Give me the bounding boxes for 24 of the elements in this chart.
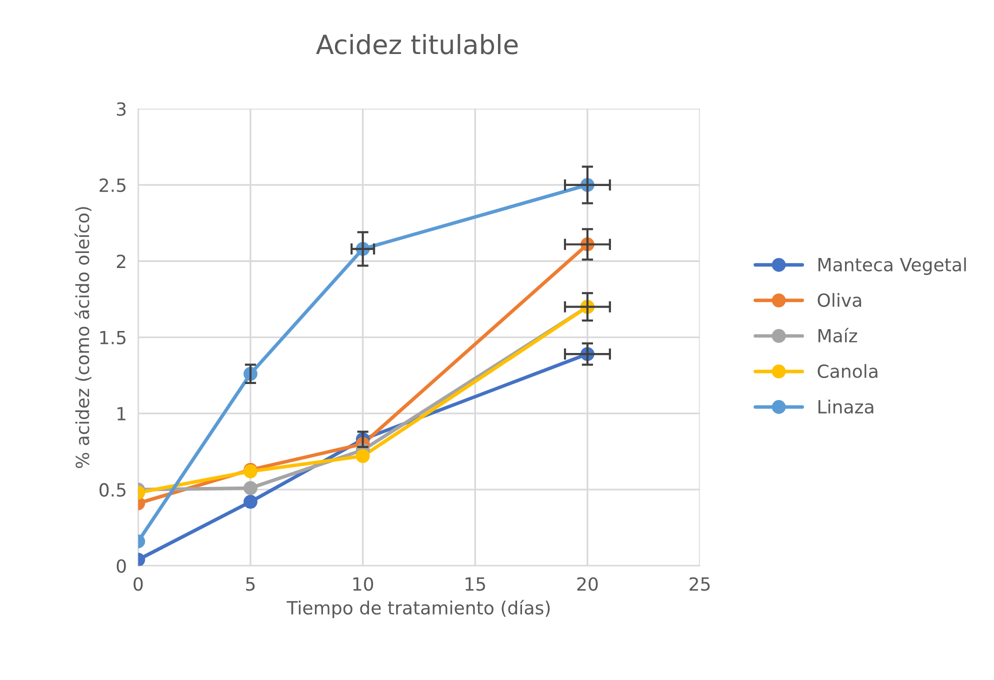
point (244, 494, 258, 509)
y-tick-label: 2.5 (100, 178, 126, 192)
legend-label: Canola (818, 364, 878, 378)
y-tick-label: 1 (118, 407, 126, 420)
y-axis-title: % acidez (como ácido oleíco) (74, 207, 92, 468)
legend-label: Linaza (818, 400, 874, 414)
y-tick-label: 0.5 (100, 483, 126, 497)
x-tick-label: 20 (577, 577, 598, 591)
x-axis-title: Tiempo de tratamiento (días) (286, 600, 550, 618)
point (356, 449, 370, 464)
legend-label: Oliva (818, 293, 862, 307)
x-tick-label: 25 (690, 577, 710, 591)
x-tick-label: 0 (134, 577, 143, 591)
y-tick-label: 1.5 (100, 330, 126, 344)
y-tick-label: 3 (116, 102, 126, 116)
x-tick-label: 10 (353, 577, 374, 591)
legend-label: Manteca Vegetal (818, 257, 966, 275)
legend-label: Maíz (818, 328, 858, 343)
y-tick-label: 0 (116, 559, 126, 573)
point (244, 481, 258, 496)
y-tick-label: 2 (116, 254, 126, 268)
x-tick-label: 15 (466, 577, 486, 591)
chart-title: Acidez titulable (316, 34, 518, 54)
x-tick-label: 5 (246, 577, 255, 591)
